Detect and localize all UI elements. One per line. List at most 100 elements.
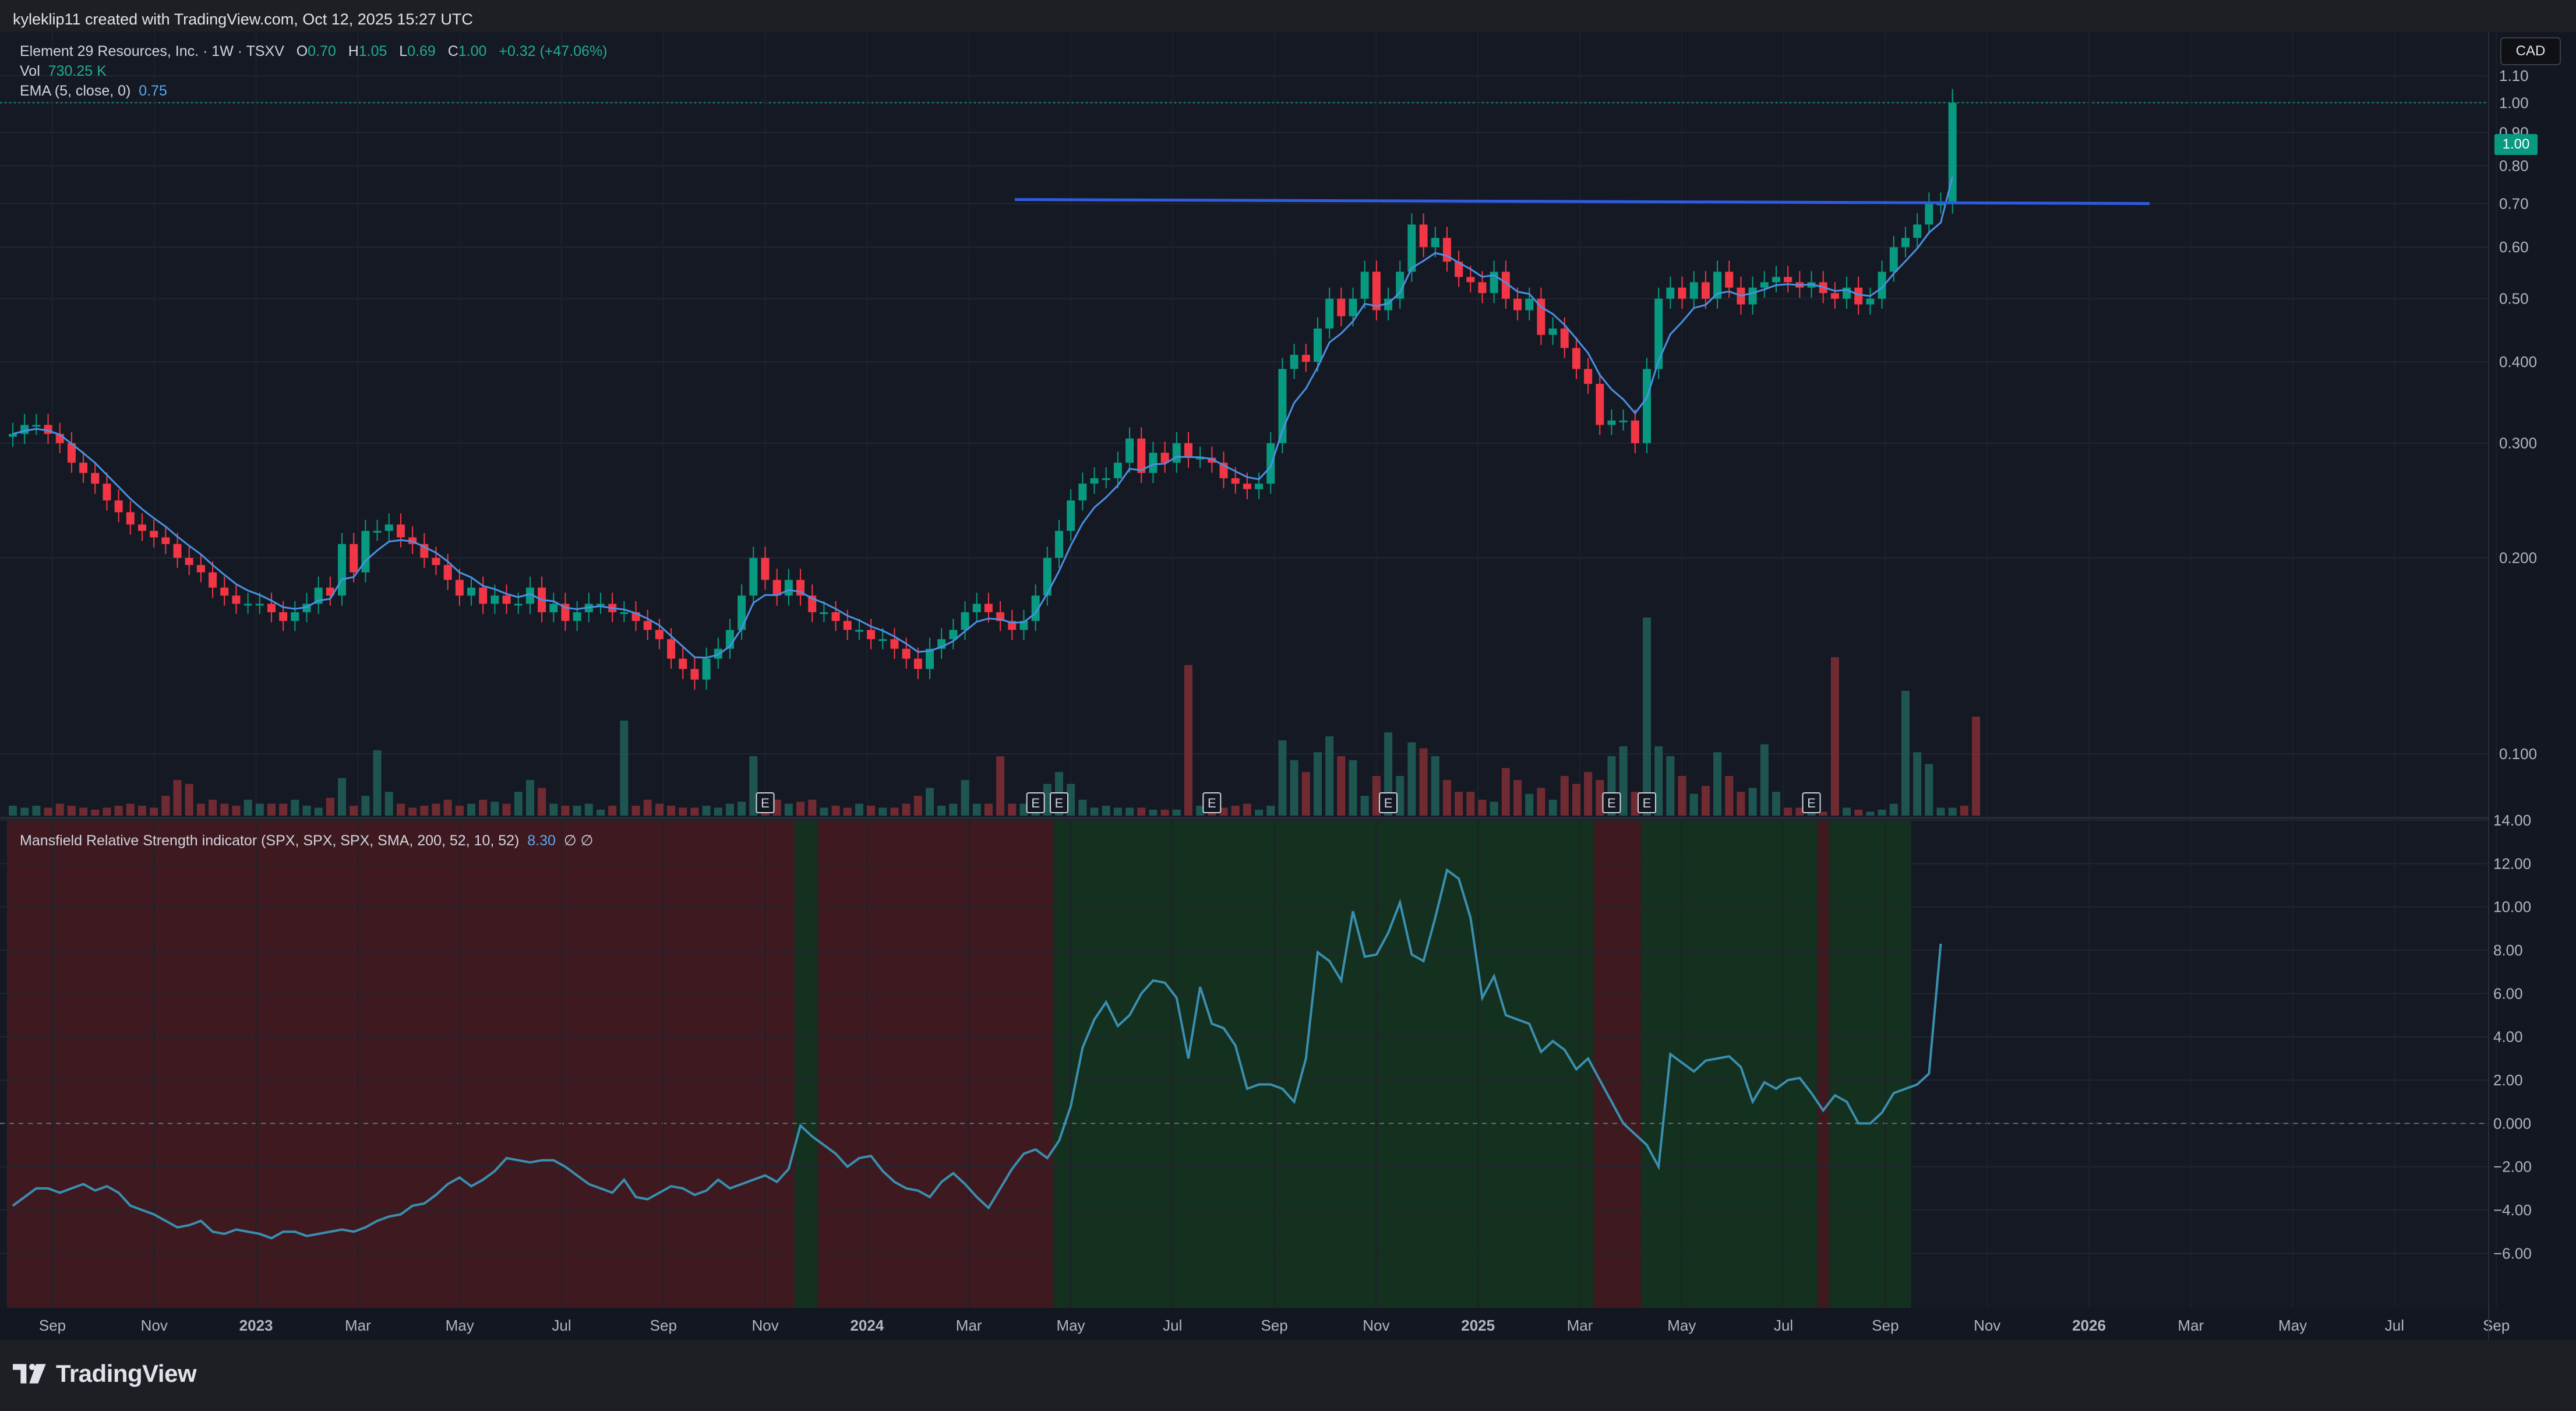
mansfield-label[interactable]: Mansfield Relative Strength indicator (S… <box>20 833 520 849</box>
volume-bar <box>984 803 993 816</box>
candle-body <box>1396 271 1405 299</box>
volume-bar <box>1490 802 1498 816</box>
candle-body <box>161 537 170 544</box>
trendline[interactable] <box>1014 198 2150 205</box>
price-tick-label: 0.400 <box>2499 353 2537 371</box>
candle-body <box>1854 287 1863 305</box>
volume-bar <box>1654 746 1663 816</box>
volume-bar <box>1807 812 1816 816</box>
volume-bar <box>1019 803 1028 816</box>
currency-button[interactable]: CAD <box>2500 37 2561 65</box>
rs-tick-label: 8.00 <box>2493 941 2523 959</box>
candle-body <box>1360 271 1369 299</box>
volume-bar <box>1972 717 1981 816</box>
price-axis-background <box>2489 32 2576 1340</box>
volume-bar <box>1396 776 1405 816</box>
candle-body <box>291 612 299 621</box>
candle-body <box>667 639 676 659</box>
symbol-name[interactable]: Element 29 Resources, Inc. · 1W · TSXV <box>20 43 284 59</box>
volume-bar <box>1360 796 1369 816</box>
volume-bar <box>220 803 229 816</box>
volume-bar <box>937 806 946 816</box>
volume-bar <box>714 807 722 816</box>
candle-body <box>79 463 88 473</box>
candle-body <box>279 612 288 621</box>
time-tick-label: Sep <box>650 1317 677 1334</box>
close-label: C <box>447 43 458 59</box>
volume-bar <box>1819 812 1827 816</box>
candle-body <box>185 558 193 565</box>
rs-line-path <box>12 868 1942 1240</box>
candle-body <box>1748 287 1757 305</box>
volume-bar <box>514 792 523 816</box>
volume-bar <box>1008 803 1017 816</box>
volume-bar <box>1149 809 1158 816</box>
volume-value: 730.25 K <box>48 63 107 79</box>
volume-bar <box>185 784 193 816</box>
volume-bar <box>749 756 758 816</box>
main-legend: Element 29 Resources, Inc. · 1W · TSXV O… <box>20 43 608 60</box>
candle-body <box>1607 420 1616 425</box>
candle-body <box>1372 271 1381 311</box>
candle-body <box>1325 298 1334 329</box>
ema-label[interactable]: EMA (5, close, 0) <box>20 83 131 99</box>
candle-body <box>1102 478 1110 480</box>
volume-bar <box>1325 736 1334 816</box>
candle-body <box>267 604 276 612</box>
candle-body <box>926 648 934 669</box>
candle-body <box>843 620 852 630</box>
volume-bar <box>525 779 534 816</box>
candle-body <box>196 565 205 573</box>
price-tick-label: 0.100 <box>2499 745 2537 763</box>
volume-legend: Vol 730.25 K <box>20 63 107 80</box>
candle-body <box>20 425 29 434</box>
open-value: 0.70 <box>308 43 336 59</box>
volume-bar <box>561 806 570 816</box>
candle-body <box>831 612 840 621</box>
volume-bars <box>9 618 1981 816</box>
rs-tick-label: −6.00 <box>2493 1244 2532 1262</box>
rs-zone-positive <box>794 819 818 1308</box>
earnings-marker <box>1602 792 1621 813</box>
volume-bar <box>808 799 817 816</box>
volume-bar <box>1219 807 1228 816</box>
candle-body <box>749 558 758 596</box>
volume-bar <box>1748 788 1757 816</box>
volume-bar <box>1948 807 1957 816</box>
time-tick-label: 2023 <box>239 1317 273 1334</box>
rs-zone-negative <box>6 819 795 1308</box>
rs-tick-label: −2.00 <box>2493 1158 2532 1176</box>
time-tick-label: Sep <box>1261 1317 1287 1334</box>
candle-body <box>1784 277 1792 283</box>
candle-body <box>1196 457 1205 460</box>
volume-bar <box>1830 657 1839 816</box>
candle-body <box>890 639 899 649</box>
candle-body <box>690 669 699 680</box>
candle-body <box>1725 271 1734 288</box>
candle-body <box>173 544 182 558</box>
earnings-marker-label: E <box>761 796 770 810</box>
candle-body <box>1301 355 1310 362</box>
volume-bar <box>1313 752 1322 816</box>
rs-zone-negative <box>1594 819 1641 1308</box>
candle-body <box>679 658 687 669</box>
volume-bar <box>796 802 805 816</box>
candle-body <box>855 630 863 632</box>
rs-zone-positive <box>1053 819 1594 1308</box>
volume-bar <box>9 806 17 816</box>
volume-bar <box>79 807 88 816</box>
tradingview-logo[interactable]: TradingView <box>13 1360 197 1388</box>
volume-bar <box>1889 803 1898 816</box>
volume-bar <box>1513 779 1522 816</box>
volume-bar <box>1925 764 1933 816</box>
volume-bar <box>161 796 170 816</box>
price-tick-label: 0.50 <box>2499 290 2529 308</box>
volume-bar <box>1349 760 1357 816</box>
volume-label[interactable]: Vol <box>20 63 40 79</box>
volume-bar <box>232 806 241 816</box>
volume-bar <box>855 803 863 816</box>
volume-bar <box>1196 806 1205 816</box>
close-value: 1.00 <box>458 43 487 59</box>
